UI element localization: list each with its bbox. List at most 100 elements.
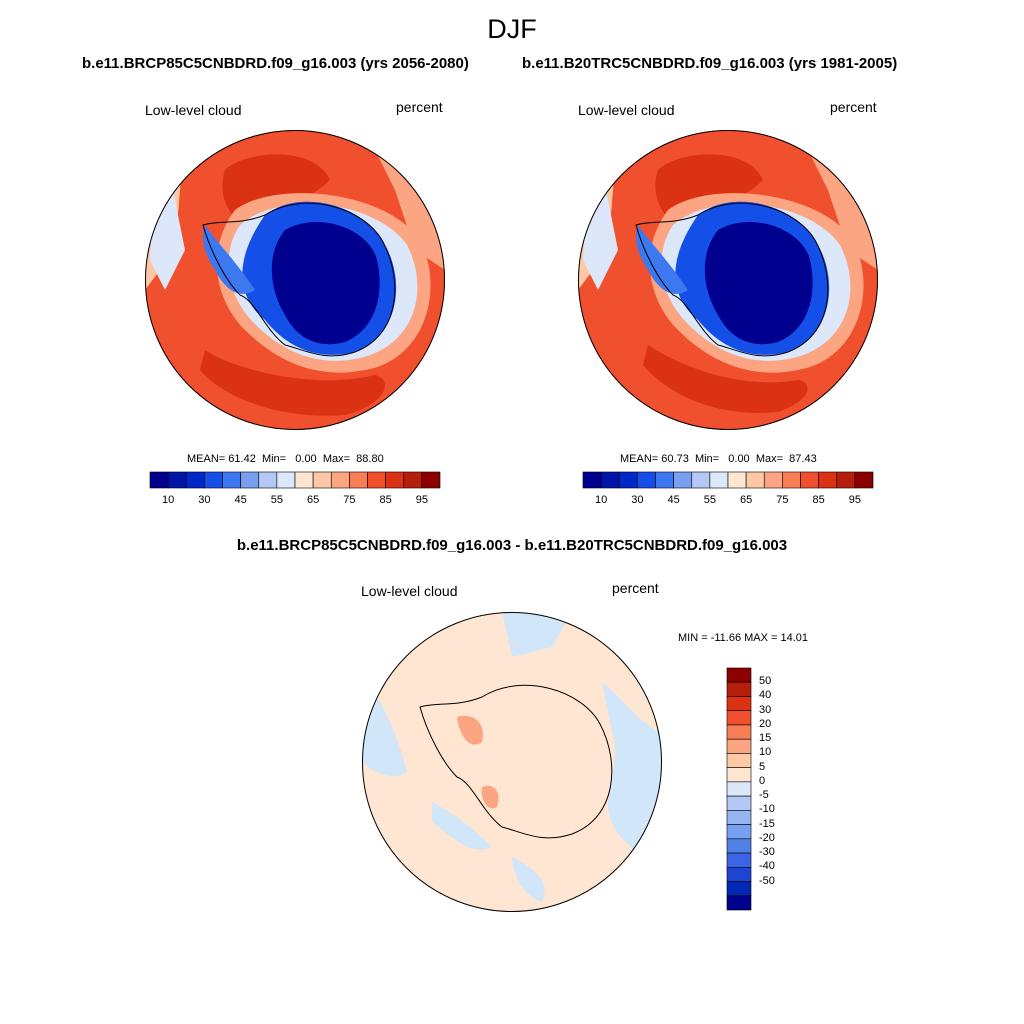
warm-peak-ross [481,785,499,809]
colorbar-tick-label: 30 [198,494,211,506]
colorbar-historical-ticks: 10 30 45 55 65 75 85 95 [583,494,873,508]
colorbar-swatch [691,471,711,489]
colorbar-tick-label: 65 [307,494,320,506]
colorbar-tick-label: 45 [667,494,680,506]
colorbar-tick-label: 65 [740,494,753,506]
colorbar-tick-label: 55 [703,494,716,506]
colorbar-tick-label: -50 [759,874,775,887]
colorbar-swatch [726,866,752,882]
colorbar-swatch [349,471,368,489]
panel-title-historical: b.e11.B20TRC5CNBDRD.f09_g16.003 (yrs 198… [522,55,898,72]
variable-label-historical: Low-level cloud [578,102,675,118]
panel-title-difference: b.e11.BRCP85C5CNBDRD.f09_g16.003 - b.e11… [236,537,788,554]
colorbar-future [149,471,441,489]
peninsula-cloud [636,225,688,294]
stat-max-value: 88.80 [356,453,384,465]
colorbar-tick-label: -10 [759,803,775,816]
colorbar-swatch [204,471,223,489]
colorbar-tick-label: -30 [759,846,775,859]
stat-min-label: Min= [694,453,720,465]
colorbar-tick-label: 45 [234,494,247,506]
antarctica-coastline [419,684,613,839]
colorbar-swatch [836,471,856,489]
colorbar-swatch [385,471,405,489]
units-label-difference: percent [612,580,659,596]
cool-region-southwest [432,802,492,850]
colorbar-swatch [149,471,169,489]
colorbar-swatch [726,667,752,683]
colorbar-swatch [600,471,620,489]
colorbar-swatch [167,471,187,489]
ice-sheet-core [271,221,380,345]
colorbar-swatch [258,471,278,489]
colorbar-swatch [726,838,752,854]
colorbar-swatch [726,681,752,697]
colorbar-swatch [276,471,296,489]
colorbar-tick-label: 15 [759,732,772,745]
colorbar-tick-label: 10 [759,746,772,759]
colorbar-tick-label: 75 [343,494,356,506]
stat-mean-label: MEAN= [187,453,226,465]
units-label-future: percent [396,99,443,115]
colorbar-swatch [726,824,752,840]
colorbar-tick-label: 50 [759,675,772,688]
stat-max-label: Max= [322,453,351,465]
colorbar-tick-label: -15 [759,817,775,830]
stat-max-label: Max= [755,453,784,465]
colorbar-swatch [726,738,752,754]
colorbar-swatch [726,881,752,897]
colorbar-swatch [655,471,674,489]
colorbar-swatch [367,471,386,489]
panel-title-future: b.e11.BRCP85C5CNBDRD.f09_g16.003 (yrs 20… [82,55,469,72]
map-boundary [362,612,662,912]
colorbar-swatch [726,696,752,712]
cool-region-north [502,612,572,657]
main-title: DJF [487,14,537,44]
colorbar-swatch [726,895,752,911]
stat-mean-label: MEAN= [620,453,659,465]
stats-future: MEAN= 61.42 Min= 0.00 Max= 88.80 [187,453,384,465]
colorbar-swatch [818,471,838,489]
colorbar-swatch [421,471,441,489]
colorbar-swatch [673,471,693,489]
colorbar-swatch [294,471,314,489]
colorbar-swatch [726,852,752,868]
colorbar-tick-label: -40 [759,860,775,873]
colorbar-swatch [403,471,423,489]
colorbar-swatch [726,781,752,797]
variable-label-future: Low-level cloud [145,102,242,118]
colorbar-tick-label: 10 [595,494,608,506]
peninsula-cloud [203,225,255,294]
colorbar-swatch [330,471,350,489]
colorbar-swatch [185,471,205,489]
colorbar-tick-label: 85 [812,494,825,506]
cool-region-east [602,682,662,862]
colorbar-swatch [709,471,729,489]
antarctica-coastline [202,202,396,357]
colorbar-swatch [240,471,260,489]
colorbar-difference [726,667,752,911]
colorbar-tick-label: -20 [759,831,775,844]
colorbar-swatch [726,767,752,783]
warm-field [362,612,662,912]
colorbar-tick-label: 95 [848,494,861,506]
colorbar-tick-label: 0 [759,774,766,787]
colorbar-tick-label: 5 [759,760,766,773]
stat-mean-value: 61.42 [228,453,256,465]
colorbar-tick-label: 10 [162,494,175,506]
polar-map-historical [578,130,878,430]
antarctica-coastline [635,202,829,357]
colorbar-swatch [726,810,752,825]
stats-historical: MEAN= 60.73 Min= 0.00 Max= 87.43 [620,453,817,465]
colorbar-swatch [800,471,819,489]
variable-label-difference: Low-level cloud [361,583,458,599]
colorbar-swatch [782,471,801,489]
stat-max-value: 87.43 [789,453,817,465]
colorbar-tick-label: -5 [759,789,769,802]
polar-map-future [145,130,445,430]
colorbar-swatch [582,471,602,489]
polar-map-difference [362,612,662,912]
colorbar-swatch [727,471,747,489]
colorbar-swatch [726,753,752,768]
colorbar-future-ticks: 10 30 45 55 65 75 85 95 [150,494,440,508]
